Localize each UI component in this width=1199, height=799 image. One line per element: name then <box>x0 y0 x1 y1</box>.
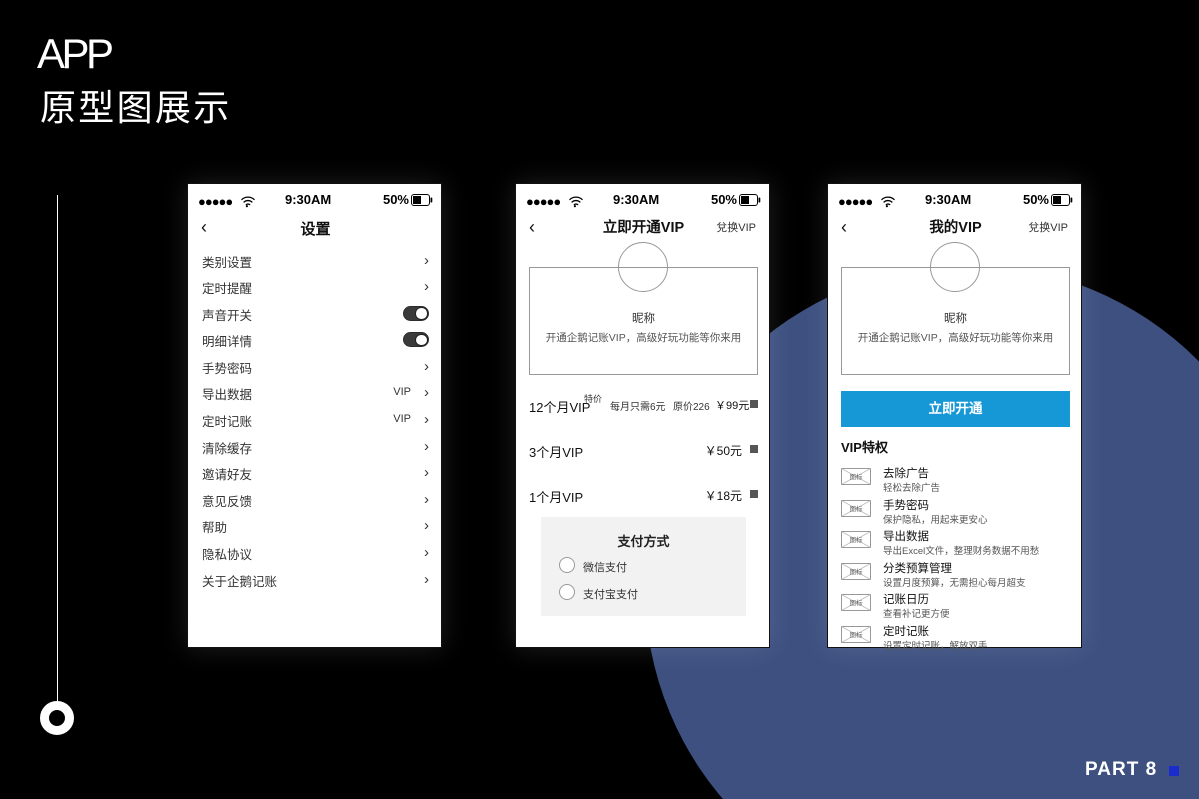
svg-text:图标: 图标 <box>850 535 864 544</box>
svg-text:图标: 图标 <box>850 504 864 513</box>
svg-text:图标: 图标 <box>850 567 864 576</box>
svg-text:图标: 图标 <box>850 630 864 639</box>
svg-text:图标: 图标 <box>850 472 864 481</box>
svg-text:图标: 图标 <box>850 598 864 607</box>
